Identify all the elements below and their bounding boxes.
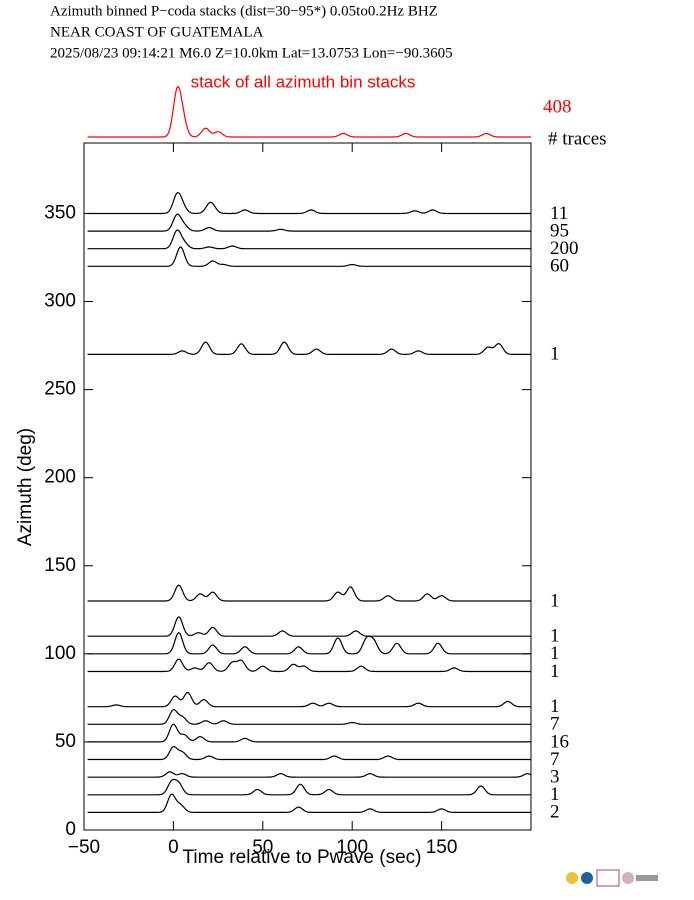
trace xyxy=(87,709,531,725)
x-tick-label: 150 xyxy=(426,837,458,858)
y-tick-label: 350 xyxy=(44,202,76,223)
x-tick-label: −50 xyxy=(68,837,100,858)
y-axis-label: Azimuth (deg) xyxy=(15,428,36,546)
trace-count: 1 xyxy=(550,344,560,365)
trace-count: 60 xyxy=(550,256,569,277)
trace xyxy=(87,778,531,796)
trace xyxy=(87,746,531,761)
x-tick-label: 100 xyxy=(336,837,368,858)
trace xyxy=(87,191,531,215)
trace xyxy=(87,341,531,355)
y-tick-label: 200 xyxy=(44,467,76,488)
trace-count: 1 xyxy=(550,696,560,717)
title-line: 2025/08/23 09:14:21 M6.0 Z=10.0km Lat=13… xyxy=(50,45,453,61)
plot-frame xyxy=(83,142,532,831)
trace xyxy=(87,616,531,637)
trace-count: 200 xyxy=(550,238,579,259)
trace-count: 1 xyxy=(550,626,560,647)
y-tick-label: 50 xyxy=(55,731,76,752)
trace xyxy=(87,771,532,778)
y-tick-label: 100 xyxy=(44,643,76,664)
y-tick-label: 0 xyxy=(65,819,76,840)
trace-count: 1 xyxy=(550,661,560,682)
trace xyxy=(87,723,531,743)
trace xyxy=(87,246,531,267)
stack-trace xyxy=(87,85,531,138)
y-tick-label: 250 xyxy=(44,379,76,400)
y-tick-label: 300 xyxy=(44,291,76,312)
trace-count: 1 xyxy=(550,784,560,805)
trace-count: 95 xyxy=(550,220,569,241)
trace-count: 1 xyxy=(550,590,560,611)
trace-count: 3 xyxy=(550,767,560,788)
trace xyxy=(87,229,531,250)
trace-count: 1 xyxy=(550,643,560,664)
trace-count: 7 xyxy=(550,714,560,735)
title-line: NEAR COAST OF GUATEMALA xyxy=(50,24,264,40)
trace xyxy=(87,632,531,655)
x-tick-label: 50 xyxy=(252,837,273,858)
y-tick-label: 150 xyxy=(44,555,76,576)
stack-count: 408 xyxy=(543,96,572,117)
trace-count: 11 xyxy=(550,203,568,224)
stack-label: stack of all azimuth bin stacks xyxy=(191,72,416,91)
traces-header: # traces xyxy=(548,128,607,149)
trace xyxy=(87,584,531,602)
trace-count: 7 xyxy=(550,749,560,770)
trace-count: 2 xyxy=(550,802,560,823)
x-axis-label: Time relative to Pwave (sec) xyxy=(183,847,422,868)
title-line: Azimuth binned P−coda stacks (dist=30−95… xyxy=(50,3,438,19)
trace xyxy=(87,691,531,708)
logos xyxy=(566,869,658,887)
x-tick-label: 0 xyxy=(168,837,179,858)
trace xyxy=(87,793,531,813)
trace-count: 16 xyxy=(550,731,569,752)
trace xyxy=(87,213,531,232)
trace xyxy=(87,658,531,673)
